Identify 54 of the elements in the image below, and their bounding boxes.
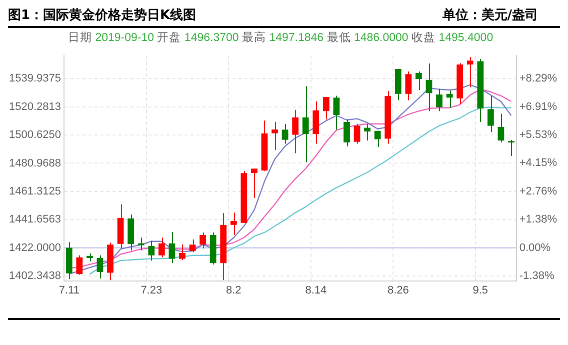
y-tick-label: 1402.3438: [9, 270, 61, 282]
candlestick: [405, 71, 412, 101]
candlestick: [251, 168, 258, 199]
x-tick-label: 8.14: [305, 284, 327, 296]
y-tick-label: 1539.9375: [9, 72, 61, 85]
candlestick: [498, 113, 504, 143]
y-tick-label: 1520.2813: [9, 100, 61, 113]
candlestick: [354, 123, 360, 144]
candlestick: [282, 123, 288, 144]
text: 日期 2019-09-10 开盘 1496.3700 最高 1497.1846 最低 1486.0000 收盘 1495.4000: [68, 32, 494, 44]
candlestick: [148, 240, 155, 262]
candlestick: [436, 88, 442, 112]
candlestick: [322, 96, 330, 120]
y2-tick-label: +8.29%: [519, 72, 558, 85]
y2-tick-label: 0.00%: [519, 242, 551, 254]
y2-tick-label: +2.76%: [519, 186, 558, 198]
y-tick-label: 1461.3125: [9, 185, 61, 198]
candlestick: [292, 109, 299, 154]
y-tick-label: 1441.6563: [9, 214, 61, 226]
candlestick: [364, 123, 370, 142]
candlestick: [179, 244, 186, 260]
candlestick: [76, 254, 83, 276]
candlestick: [189, 238, 196, 253]
y2-tick-label: +4.15%: [519, 157, 558, 170]
x-tick-label: 7.11: [58, 284, 80, 296]
y2-tick-label: -1.38%: [519, 270, 554, 282]
candlestick: [374, 130, 381, 148]
y-tick-label: 1500.6250: [9, 129, 61, 142]
candlestick: [272, 121, 278, 150]
candlestick: [344, 118, 350, 147]
candlestick: [158, 237, 165, 258]
candlestick: [312, 101, 320, 144]
x-tick-label: 8.2: [226, 284, 242, 296]
y2-tick-label: +5.53%: [519, 129, 558, 142]
y2-tick-label: +1.38%: [519, 214, 558, 226]
candlestick: [96, 254, 104, 280]
candlestick: [200, 232, 206, 249]
y2-tick-label: +6.91%: [519, 100, 558, 113]
candlestick: [416, 71, 422, 91]
candlestick: [466, 56, 474, 88]
candlestick: [230, 212, 237, 236]
y-tick-label: 1422.0000: [9, 242, 61, 254]
x-tick-label: 9.5: [472, 284, 488, 296]
x-tick-label: 7.23: [140, 284, 162, 296]
y-tick-label: 1480.9688: [9, 157, 61, 170]
x-tick-label: 8.26: [387, 284, 409, 296]
candlestick: [333, 95, 340, 130]
candlestick: [426, 62, 432, 112]
chart-subtitle: 单位：美元/盎司: [442, 6, 538, 24]
chart-title: 图1：国际黄金价格走势日K线图: [8, 7, 196, 24]
candlestick: [508, 139, 514, 157]
candlestick: [168, 231, 176, 264]
candlestick: [302, 86, 309, 163]
candlestick: [487, 95, 494, 133]
